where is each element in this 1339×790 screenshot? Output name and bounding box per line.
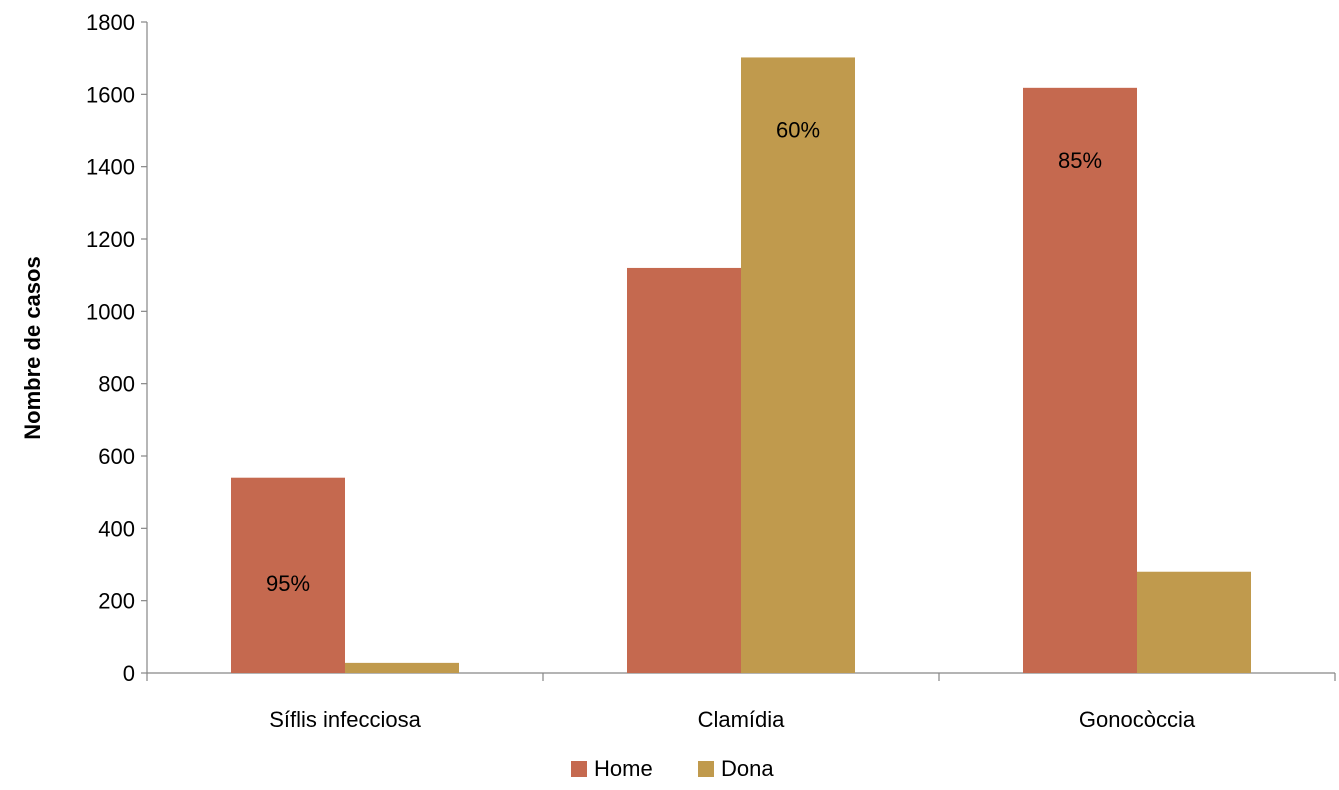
data-label: 60%	[776, 117, 820, 142]
y-tick-label: 1800	[86, 10, 135, 35]
y-tick-label: 0	[123, 661, 135, 686]
legend-swatch-home	[571, 761, 587, 777]
legend-swatch-dona	[698, 761, 714, 777]
data-label: 85%	[1058, 148, 1102, 173]
x-tick-label: Gonocòccia	[1079, 707, 1196, 732]
data-label: 95%	[266, 571, 310, 596]
y-tick-label: 600	[98, 444, 135, 469]
legend-label: Home	[594, 756, 653, 781]
legend: Home Dona	[571, 756, 774, 781]
bar-dona-1	[741, 57, 855, 673]
bars	[231, 57, 1251, 673]
bar-home-1	[627, 267, 741, 673]
data-labels: 95% 60% 85%	[266, 117, 1102, 596]
legend-label: Dona	[721, 756, 774, 781]
y-tick-label: 1000	[86, 299, 135, 324]
y-tick-label: 1600	[86, 82, 135, 107]
y-tick-label: 1400	[86, 155, 135, 180]
y-tick-label: 1200	[86, 227, 135, 252]
bar-dona-2	[1137, 571, 1251, 673]
y-tick-label: 800	[98, 372, 135, 397]
y-tick-label: 400	[98, 516, 135, 541]
bar-home-0	[231, 477, 345, 673]
y-tick-label: 200	[98, 589, 135, 614]
bar-home-2	[1023, 87, 1137, 673]
bar-dona-0	[345, 662, 459, 673]
y-axis-title: Nombre de casos	[20, 256, 45, 439]
x-tick-label: Clamídia	[698, 707, 786, 732]
x-tick-label: Síflis infecciosa	[269, 707, 421, 732]
axes: 0 200 400 600 800 1000 1200 1400 1600 1800 Síflis …	[86, 10, 1336, 732]
